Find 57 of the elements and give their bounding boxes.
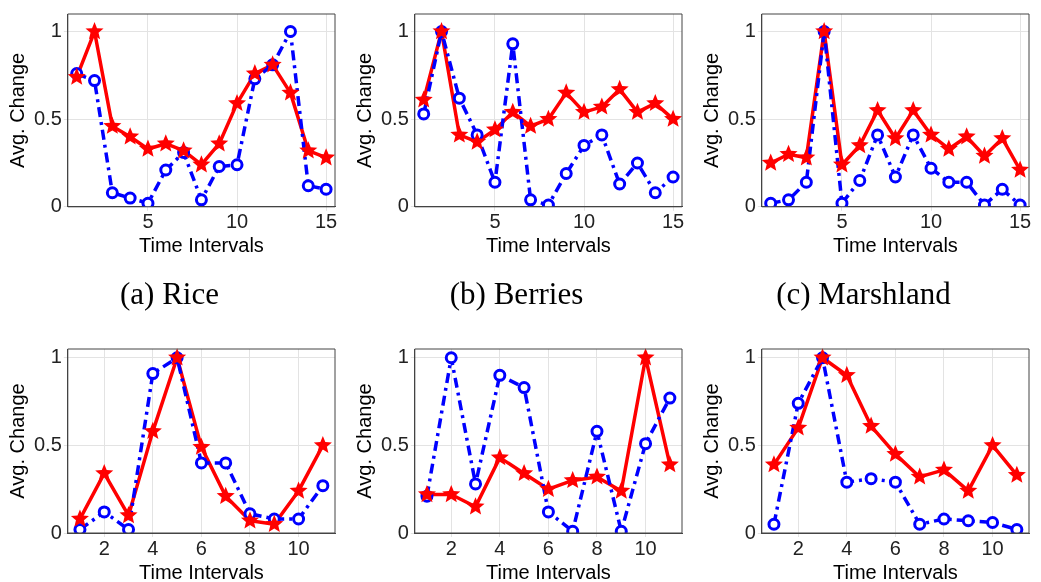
y-axis-title: Avg. Change bbox=[352, 383, 375, 499]
y-tick-label: 0.5 bbox=[727, 106, 756, 129]
x-tick-label: 10 bbox=[919, 210, 943, 233]
y-tick-label: 0.5 bbox=[380, 106, 409, 129]
x-tick-label: 8 bbox=[244, 536, 256, 559]
y-tick-label: 1 bbox=[50, 345, 62, 368]
x-axis-title: Time Intervals bbox=[832, 560, 958, 582]
x-tick-label: 4 bbox=[494, 536, 506, 559]
x-tick-label: 5 bbox=[142, 210, 154, 233]
x-tick-label: 2 bbox=[792, 536, 804, 559]
text: (c) Marshland bbox=[776, 275, 952, 311]
x-tick-label: 2 bbox=[98, 536, 110, 559]
x-axis-title: Time Intervals bbox=[485, 234, 611, 257]
y-axis-title: Avg. Change bbox=[5, 52, 28, 169]
y-tick-label: 0.5 bbox=[727, 432, 756, 455]
x-tick-label: 5 bbox=[836, 210, 848, 233]
y-tick-label: 1 bbox=[397, 345, 409, 368]
y-axis-title: Avg. Change bbox=[699, 383, 722, 499]
y-axis-title: Avg. Change bbox=[352, 52, 375, 169]
y-axis-title: Avg. Change bbox=[699, 52, 722, 169]
y-tick-label: 0.5 bbox=[33, 106, 62, 129]
x-axis-title: Time Intervals bbox=[138, 560, 264, 582]
y-tick-label: 0 bbox=[744, 194, 756, 217]
x-tick-label: 4 bbox=[841, 536, 853, 559]
y-tick-label: 0 bbox=[50, 520, 62, 543]
y-tick-label: 0 bbox=[397, 194, 409, 217]
y-tick-label: 0 bbox=[397, 520, 409, 543]
y-tick-label: 1 bbox=[744, 19, 756, 42]
y-tick-label: 0.5 bbox=[33, 432, 62, 455]
x-tick-label: 4 bbox=[147, 536, 159, 559]
x-tick-label: 6 bbox=[889, 536, 901, 559]
x-axis-title: Time Intervals bbox=[485, 560, 611, 582]
y-tick-label: 1 bbox=[50, 19, 62, 42]
x-tick-label: 8 bbox=[591, 536, 603, 559]
y-tick-label: 0.5 bbox=[380, 432, 409, 455]
x-tick-label: 10 bbox=[287, 536, 310, 559]
y-tick-label: 1 bbox=[744, 345, 756, 368]
x-tick-label: 5 bbox=[489, 210, 501, 233]
x-tick-label: 15 bbox=[661, 210, 685, 233]
text: (b) Berries bbox=[449, 275, 584, 311]
x-axis-title: Time Intervals bbox=[138, 234, 264, 257]
x-tick-label: 10 bbox=[225, 210, 249, 233]
text: (a) Rice bbox=[120, 275, 219, 311]
x-tick-label: 15 bbox=[1008, 210, 1032, 233]
x-tick-label: 8 bbox=[938, 536, 950, 559]
y-tick-label: 0 bbox=[50, 194, 62, 217]
x-tick-label: 10 bbox=[981, 536, 1004, 559]
y-tick-label: 1 bbox=[397, 19, 409, 42]
y-axis-title: Avg. Change bbox=[5, 383, 28, 499]
x-axis-title: Time Intervals bbox=[832, 234, 958, 257]
x-tick-label: 6 bbox=[542, 536, 554, 559]
x-tick-label: 10 bbox=[634, 536, 657, 559]
x-tick-label: 6 bbox=[195, 536, 207, 559]
x-tick-label: 10 bbox=[572, 210, 596, 233]
x-tick-label: 15 bbox=[314, 210, 338, 233]
y-tick-label: 0 bbox=[744, 520, 756, 543]
x-tick-label: 2 bbox=[445, 536, 457, 559]
